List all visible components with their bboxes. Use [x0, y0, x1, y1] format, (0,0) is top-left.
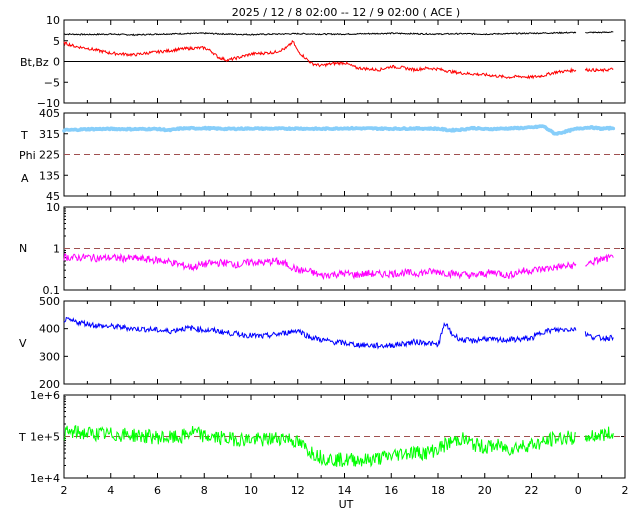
panel-angles: T Phi A 405 315 225 135 45	[19, 107, 626, 203]
panel-temp-ylabel: T	[18, 431, 26, 444]
panel-angle-plot	[62, 113, 626, 196]
ytick-label: 500	[39, 295, 60, 308]
ytick-label: 1e+5	[30, 431, 60, 444]
xtick-label: 14	[338, 484, 352, 497]
ytick-label: 400	[39, 323, 60, 336]
ytick-label: 405	[39, 107, 60, 120]
xtick-label: 4	[107, 484, 114, 497]
ytick-label: 315	[39, 128, 60, 141]
series-v-line	[63, 316, 577, 350]
xtick-label: 20	[478, 484, 492, 497]
panel-density-plot	[63, 207, 626, 290]
x-axis: 2 4 6 8 10 12 14 16 18 20 22 0 2	[61, 484, 629, 497]
panel-speed-frame	[63, 300, 626, 385]
panel-speed-plot	[63, 301, 626, 384]
xtick-label: 10	[244, 484, 258, 497]
series-t-line	[584, 426, 614, 442]
series-t-line	[63, 424, 577, 468]
ytick-label: 225	[39, 149, 60, 162]
series-bt-line	[63, 31, 577, 37]
xtick-label: 2	[61, 484, 68, 497]
panel-mag-ylabel: Bt,Bz	[20, 56, 49, 69]
xtick-label: 18	[431, 484, 445, 497]
ytick-label: 1	[53, 243, 60, 256]
panel-mag-plot	[63, 20, 626, 103]
ytick-label: 0	[53, 56, 60, 69]
ytick-label: 1e+6	[30, 389, 60, 402]
xtick-label: 22	[525, 484, 539, 497]
panel-angle-ylabel-phi: Phi	[19, 149, 36, 162]
phi-point	[611, 126, 616, 131]
ytick-label: 5	[53, 35, 60, 48]
ytick-label: −5	[44, 76, 60, 89]
panel-angle-ylabel-a: A	[21, 172, 29, 185]
ytick-label: 10	[46, 14, 60, 27]
series-v-line	[584, 331, 614, 343]
series-n-line	[585, 253, 614, 267]
panel-density-ylabel: N	[19, 242, 27, 255]
panel-mag-yticks: 10 5 0 −5 −10	[37, 14, 625, 110]
ytick-label: 135	[39, 169, 60, 182]
xtick-label: 8	[201, 484, 208, 497]
xtick-label: 12	[291, 484, 305, 497]
ytick-label: 200	[39, 378, 60, 391]
series-n-line	[63, 252, 577, 281]
ytick-label: 300	[39, 350, 60, 363]
panel-density-yticks: 10 1 0.1	[43, 201, 625, 297]
x-axis-label: UT	[339, 498, 354, 511]
xtick-label: 16	[384, 484, 398, 497]
panel-density: N 10 1 0.1	[19, 201, 626, 297]
ytick-label: −10	[37, 97, 60, 110]
ytick-label: 1e+4	[30, 472, 60, 485]
panel-speed-ylabel: V	[19, 337, 27, 350]
panel-speed: V 500 400 300 200	[19, 295, 626, 391]
ytick-label: 45	[46, 190, 60, 203]
panel-angle-ylabel-t: T	[20, 129, 28, 142]
xtick-label: 6	[154, 484, 161, 497]
panel-magnetic-field: Bt,Bz 10 5 0 −5 −10	[20, 14, 626, 110]
panel-speed-yticks: 500 400 300 200	[39, 295, 625, 391]
panel-temp-yticks: 1e+6 1e+5 1e+4	[30, 389, 625, 485]
series-bt-line	[585, 30, 614, 34]
series-bz-line	[584, 67, 614, 73]
ytick-label: 10	[46, 201, 60, 214]
xtick-label: 0	[575, 484, 582, 497]
chart-title: 2025 / 12 / 8 02:00 -- 12 / 9 02:00 ( AC…	[232, 6, 460, 19]
panel-angle-yticks: 405 315 225 135 45	[39, 107, 625, 203]
panel-temperature: T 1e+6 1e+5 1e+4	[18, 389, 626, 485]
ytick-label: 0.1	[43, 284, 61, 297]
xtick-label: 2	[622, 484, 629, 497]
panel-temp-plot	[63, 395, 626, 478]
series-bz-line	[63, 39, 577, 80]
